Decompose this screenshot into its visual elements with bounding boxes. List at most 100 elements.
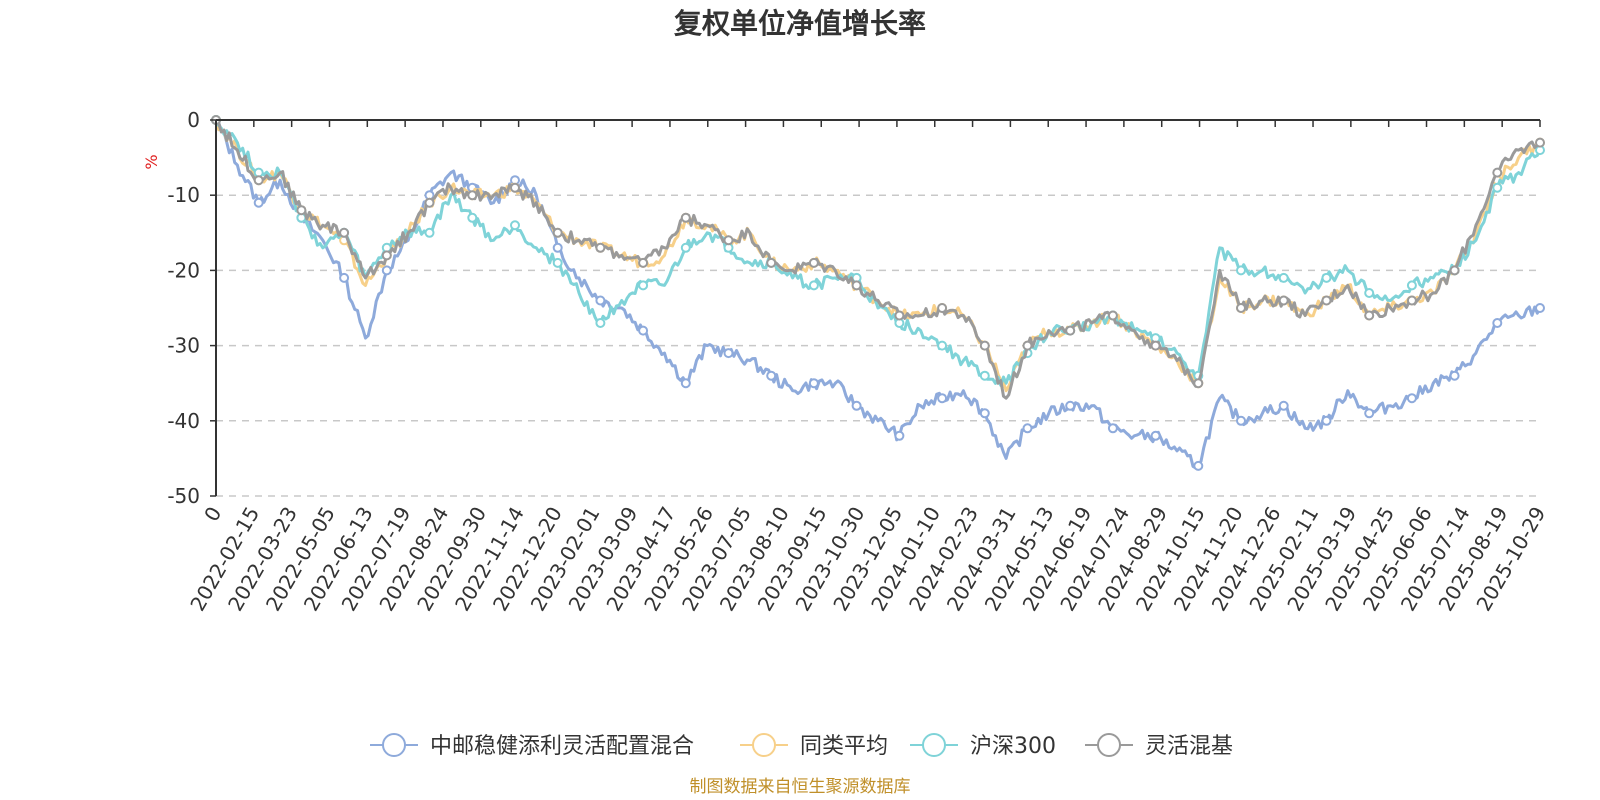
- series-point: [638, 280, 649, 291]
- series-point: [1107, 310, 1118, 321]
- series-point: [851, 400, 862, 411]
- series-point: [595, 295, 606, 306]
- series-point: [1065, 400, 1076, 411]
- series-point: [296, 205, 307, 216]
- axes: 0-10-20-30-40-5002022-02-152022-03-23202…: [167, 108, 1550, 615]
- legend-item-3[interactable]: 灵活混基: [1085, 733, 1233, 759]
- series-point: [638, 257, 649, 268]
- series-point: [552, 242, 563, 253]
- series-point: [766, 370, 777, 381]
- y-tick-label: -40: [167, 409, 200, 433]
- legend-swatch-marker: [1097, 733, 1121, 757]
- series-point: [1278, 295, 1289, 306]
- x-tick-label: 0: [199, 503, 226, 526]
- series-point: [766, 257, 777, 268]
- series-point: [723, 235, 734, 246]
- series-point: [851, 280, 862, 291]
- series-point: [1193, 460, 1204, 471]
- legend-swatch-marker: [382, 733, 406, 757]
- series-point: [680, 378, 691, 389]
- y-tick-label: -20: [167, 258, 200, 282]
- series-point: [1406, 280, 1417, 291]
- series-point: [467, 190, 478, 201]
- series-point: [1022, 340, 1033, 351]
- series-point: [381, 250, 392, 261]
- series-point: [424, 227, 435, 238]
- legend-item-1[interactable]: 同类平均: [740, 733, 888, 759]
- y-tick-label: -10: [167, 183, 200, 207]
- grid-lines: [216, 194, 1540, 497]
- legend-label: 灵活混基: [1145, 734, 1233, 759]
- series-point: [979, 340, 990, 351]
- series-line-3: [214, 118, 1542, 400]
- legend: 中邮稳健添利灵活配置混合 同类平均 沪深300 灵活混基: [370, 733, 1233, 759]
- y-tick-label: -30: [167, 334, 200, 358]
- series-point: [979, 408, 990, 419]
- series-point: [1406, 393, 1417, 404]
- series-point: [552, 257, 563, 268]
- series-point: [1278, 272, 1289, 283]
- series-line-1: [214, 118, 1542, 393]
- series-point: [510, 182, 520, 193]
- source-note: 制图数据来自恒生聚源数据库: [690, 777, 911, 797]
- series-point: [595, 242, 606, 253]
- series-point: [723, 348, 734, 359]
- series-point: [1022, 423, 1033, 434]
- series-point: [937, 303, 948, 313]
- series-point: [808, 378, 819, 389]
- series-point: [979, 370, 990, 381]
- series-point: [552, 227, 563, 238]
- series-point: [894, 310, 905, 321]
- series-point: [1321, 272, 1332, 283]
- series-point: [1065, 325, 1076, 336]
- series-point: [1150, 430, 1161, 441]
- series-point: [1321, 295, 1332, 306]
- series-point: [339, 227, 350, 238]
- series-point: [1193, 378, 1204, 389]
- series-point: [1364, 408, 1375, 419]
- series-point: [937, 340, 948, 351]
- series-point: [1364, 310, 1375, 321]
- legend-swatch-marker: [922, 733, 946, 757]
- series-point: [808, 280, 819, 291]
- series-point: [424, 197, 435, 208]
- series-point: [510, 220, 520, 231]
- series-point: [1321, 415, 1332, 426]
- series-point: [1449, 265, 1460, 276]
- series-point: [1449, 370, 1460, 381]
- series-line-0: [214, 118, 1542, 470]
- chart-title: 复权单位净值增长率: [674, 7, 926, 40]
- y-axis-unit: %: [142, 154, 161, 169]
- legend-item-0[interactable]: 中邮稳健添利灵活配置混合: [370, 733, 694, 759]
- series-point: [381, 265, 392, 276]
- series-point: [937, 393, 948, 404]
- y-tick-label: 0: [187, 108, 200, 132]
- series-point: [1364, 288, 1375, 298]
- y-tick-label: -50: [167, 484, 200, 508]
- series-point: [339, 272, 350, 283]
- series-lines: [211, 115, 1545, 471]
- series-point: [1236, 303, 1246, 313]
- series-line-2: [214, 118, 1542, 387]
- series-point: [1535, 303, 1545, 313]
- series-point: [467, 212, 478, 223]
- series-point: [1236, 415, 1246, 426]
- series-point: [1406, 295, 1417, 306]
- series-point: [595, 318, 606, 328]
- series-point: [1150, 340, 1161, 351]
- series-point: [894, 430, 905, 441]
- legend-label: 沪深300: [970, 734, 1056, 759]
- series-point: [1107, 423, 1118, 434]
- series-point: [1236, 265, 1246, 276]
- series-point: [808, 257, 819, 268]
- legend-item-2[interactable]: 沪深300: [910, 733, 1056, 759]
- legend-label: 中邮稳健添利灵活配置混合: [430, 734, 694, 759]
- legend-label: 同类平均: [800, 734, 888, 759]
- series-point: [1492, 318, 1503, 328]
- series-point: [638, 325, 649, 336]
- series-point: [680, 212, 691, 223]
- series-point: [253, 197, 264, 208]
- series-point: [680, 242, 691, 253]
- legend-swatch-marker: [752, 733, 776, 757]
